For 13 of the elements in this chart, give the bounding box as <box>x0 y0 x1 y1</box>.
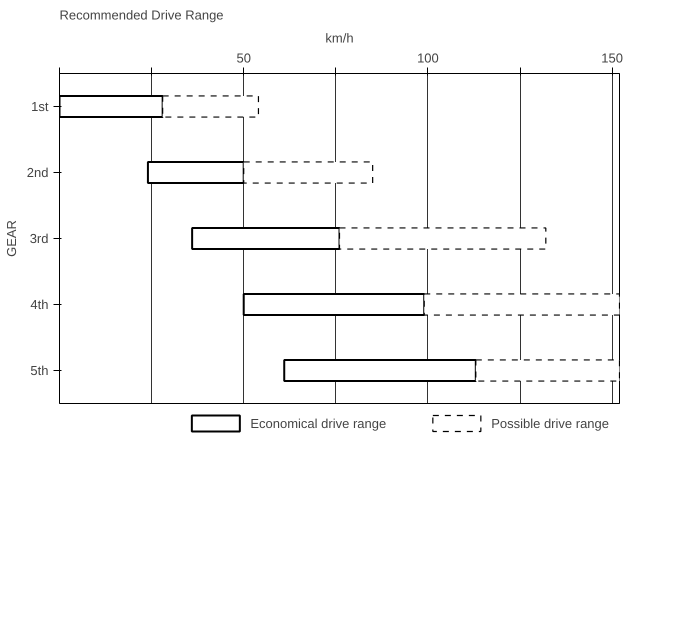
y-tick-label: 4th <box>30 297 49 312</box>
x-tick-label: 50 <box>236 50 251 66</box>
y-tick-label: 5th <box>30 363 49 378</box>
y-tick-label: 1st <box>31 99 49 114</box>
x-axis-title: km/h <box>325 30 354 46</box>
legend-label: Economical drive range <box>250 416 386 430</box>
y-axis-title: GEAR <box>4 220 19 257</box>
x-tick-label: 150 <box>601 50 623 66</box>
legend-label: Possible drive range <box>491 416 609 430</box>
y-tick-label: 2nd <box>26 165 49 180</box>
x-tick-label: 100 <box>417 50 439 66</box>
y-tick-label: 3rd <box>30 231 49 246</box>
chart-title: Recommended Drive Range <box>60 8 224 22</box>
